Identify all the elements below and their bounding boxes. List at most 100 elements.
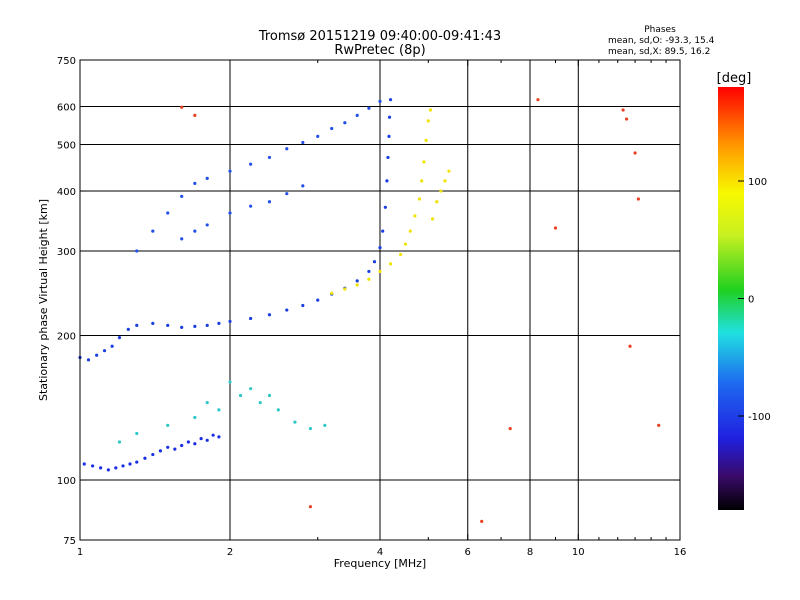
data-point (193, 415, 197, 420)
data-point (180, 237, 184, 241)
data-point (193, 229, 197, 233)
data-point (367, 277, 371, 281)
data-point (316, 298, 320, 302)
data-point (151, 452, 155, 457)
data-point (388, 98, 393, 102)
chart-title-line1: Tromsø 20151219 09:40:00-09:41:43 (258, 29, 501, 44)
y-tick-label: 300 (57, 247, 76, 258)
data-point (624, 117, 629, 121)
data-point (117, 336, 122, 340)
data-point (217, 408, 221, 412)
data-point (301, 140, 305, 145)
x-tick-label: 10 (572, 547, 585, 558)
data-point (443, 179, 447, 183)
data-point (308, 426, 313, 431)
x-tick-label: 6 (465, 547, 471, 558)
data-point (621, 108, 625, 112)
data-point (205, 176, 209, 181)
data-point (238, 393, 243, 398)
data-point (553, 226, 558, 230)
data-point (91, 464, 95, 468)
data-point (381, 229, 385, 233)
data-point (166, 445, 170, 449)
data-point (117, 440, 122, 444)
data-point (301, 303, 305, 308)
data-point (180, 105, 184, 109)
data-point (378, 99, 382, 103)
data-point (383, 205, 387, 209)
data-point (143, 456, 147, 460)
data-point (408, 229, 412, 233)
x-tick-label: 2 (227, 547, 233, 558)
data-point (205, 323, 209, 327)
x-tick-label: 8 (527, 547, 533, 558)
data-point (267, 393, 272, 398)
y-tick-label: 75 (63, 536, 76, 547)
data-point (343, 121, 347, 125)
data-point (158, 449, 163, 453)
data-point (422, 160, 426, 164)
y-tick-label: 600 (57, 103, 76, 114)
data-point (186, 440, 190, 444)
data-point (151, 229, 155, 233)
data-point (403, 242, 408, 246)
data-point (386, 155, 390, 160)
data-point (430, 217, 435, 221)
data-point (106, 468, 110, 472)
data-point (217, 321, 221, 325)
x-axis-label: Frequency [MHz] (334, 557, 426, 570)
data-point (301, 184, 305, 188)
data-point (343, 287, 347, 291)
data-point (166, 211, 170, 215)
series-4 (117, 380, 327, 444)
data-point (135, 431, 139, 436)
data-point (95, 353, 99, 357)
data-point (82, 462, 86, 466)
data-point (330, 126, 334, 131)
data-point (135, 323, 139, 327)
y-tick-label: 200 (57, 332, 76, 343)
series-1 (78, 98, 393, 362)
data-point (372, 260, 377, 264)
data-point (217, 435, 221, 439)
data-point (249, 204, 253, 208)
data-point (228, 169, 232, 173)
data-point (417, 197, 422, 201)
series-5 (180, 98, 661, 523)
data-point (387, 115, 392, 119)
x-tick-label: 16 (674, 547, 687, 558)
data-point (228, 319, 232, 324)
data-point (205, 400, 209, 405)
data-point (211, 433, 215, 437)
data-point (151, 321, 155, 325)
data-point (536, 98, 540, 102)
data-point (636, 197, 640, 201)
data-point (508, 426, 512, 431)
y-axis-label: Stationary phase Virtual Height [km] (37, 199, 50, 401)
data-point (121, 464, 125, 468)
data-point (378, 269, 382, 274)
data-point (267, 313, 272, 317)
data-point (193, 324, 197, 328)
series-0 (82, 433, 221, 472)
data-point (135, 249, 139, 253)
x-tick-label: 1 (77, 547, 83, 558)
data-point (355, 279, 359, 283)
data-point (399, 252, 403, 257)
data-point (657, 423, 661, 427)
data-point (293, 420, 297, 424)
data-point (355, 283, 359, 287)
data-point (228, 211, 232, 215)
data-point (193, 442, 197, 446)
data-point (387, 134, 391, 138)
data-point (114, 466, 118, 470)
colorbar-label: [deg] (717, 71, 752, 86)
y-tick-label: 750 (57, 56, 76, 67)
data-point (355, 113, 359, 117)
y-tick-label: 100 (57, 476, 76, 487)
y-tick-label: 400 (57, 187, 76, 198)
data-point (385, 179, 389, 183)
data-point (276, 408, 280, 412)
data-point (173, 447, 177, 451)
data-point (249, 162, 253, 166)
